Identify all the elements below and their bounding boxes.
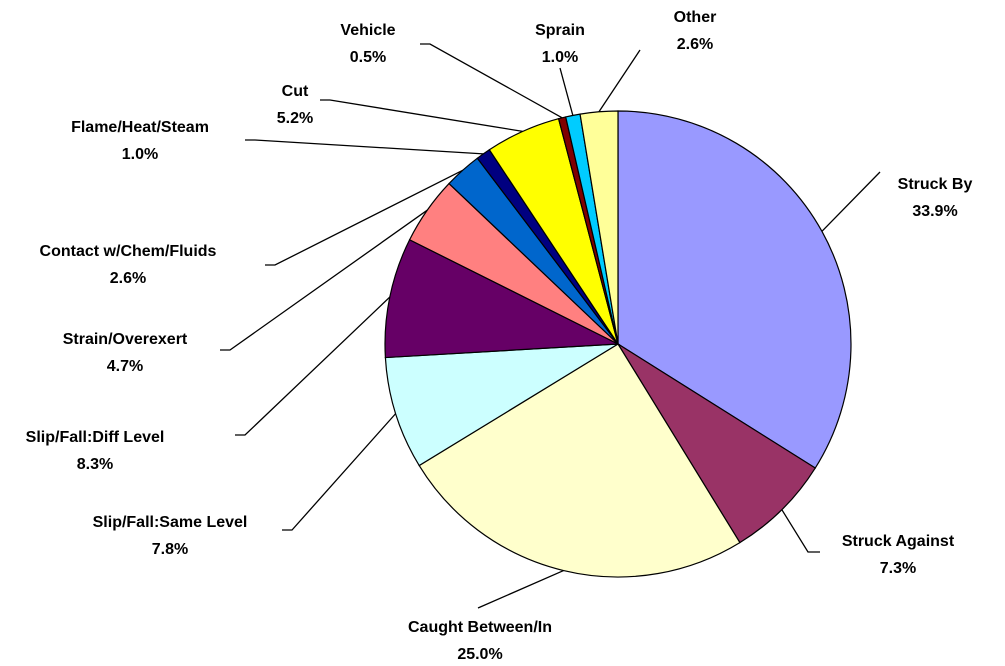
- slice-label: Vehicle: [340, 22, 395, 39]
- slice-label: Contact w/Chem/Fluids: [40, 243, 217, 260]
- slice-label: Cut: [282, 83, 309, 100]
- leader-line: [821, 171, 881, 232]
- slice-value-label: 7.3%: [880, 560, 916, 577]
- leader-line: [598, 49, 641, 113]
- slice-value-label: 5.2%: [277, 110, 313, 127]
- slice-label: Struck By: [898, 176, 973, 193]
- leader-line: [420, 43, 563, 119]
- pie-slice: [384, 343, 619, 467]
- slice-label: Caught Between/In: [408, 619, 552, 636]
- leader-line: [559, 67, 574, 116]
- slice-value-label: 7.8%: [152, 541, 188, 558]
- pie-slice: [418, 343, 741, 578]
- slice-value-label: 1.0%: [122, 146, 158, 163]
- slice-value-label: 2.6%: [677, 36, 713, 53]
- leader-line: [320, 99, 523, 133]
- slice-value-label: 2.6%: [110, 270, 146, 287]
- pie-slice: [617, 343, 817, 544]
- slice-value-label: 25.0%: [457, 646, 502, 663]
- leader-line: [245, 139, 484, 155]
- slice-label: Struck Against: [842, 533, 955, 550]
- slice-value-label: 1.0%: [542, 49, 578, 66]
- slice-label: Slip/Fall:Diff Level: [26, 429, 165, 446]
- leader-line: [781, 509, 820, 553]
- leader-line: [235, 296, 391, 436]
- slice-label: Sprain: [535, 22, 585, 39]
- slice-value-label: 8.3%: [77, 456, 113, 473]
- slice-label: Other: [674, 9, 717, 26]
- slice-label: Flame/Heat/Steam: [71, 119, 209, 136]
- slice-label: Slip/Fall:Same Level: [93, 514, 248, 531]
- slice-value-label: 4.7%: [107, 358, 143, 375]
- slice-value-label: 33.9%: [912, 203, 957, 220]
- leader-line: [282, 413, 397, 531]
- leader-line: [220, 209, 428, 351]
- leader-line: [477, 569, 564, 609]
- slice-value-label: 0.5%: [350, 49, 386, 66]
- slice-label: Strain/Overexert: [63, 331, 188, 348]
- leader-line: [265, 169, 463, 266]
